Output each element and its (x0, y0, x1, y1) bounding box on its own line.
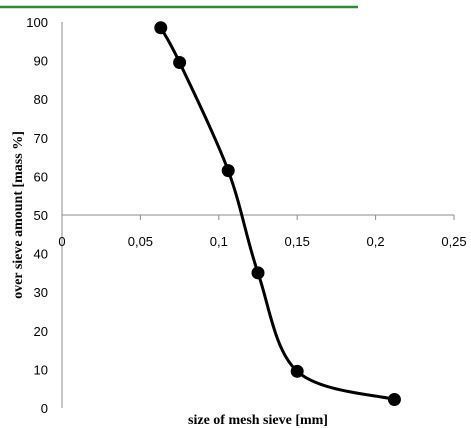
x-tick-label: 0,05 (128, 234, 153, 249)
y-tick-label: 20 (34, 324, 48, 339)
y-axis-ticks: 0 10 20 30 40 50 60 70 80 90 100 (26, 15, 48, 416)
y-tick-label: 30 (34, 285, 48, 300)
y-tick-label: 100 (26, 15, 48, 30)
y-tick-label: 70 (34, 131, 48, 146)
x-tick-label: 0,2 (367, 234, 385, 249)
x-tick-label: 0,15 (285, 234, 310, 249)
x-axis-ticks: 0 0,05 0,1 0,15 0,2 0,25 (58, 215, 467, 249)
data-point (290, 364, 304, 378)
data-point (154, 21, 168, 35)
data-point (387, 393, 401, 407)
y-tick-label: 10 (34, 362, 48, 377)
series-markers (154, 21, 401, 407)
y-tick-label: 0 (41, 401, 48, 416)
data-point (173, 56, 187, 70)
x-tick-label: 0 (58, 234, 65, 249)
x-tick-label: 0,1 (210, 234, 228, 249)
series-line (159, 27, 395, 401)
x-tick-label: 0,25 (441, 234, 466, 249)
y-axis-title: over sieve amount [mass %] (11, 131, 26, 299)
y-tick-label: 60 (34, 169, 48, 184)
data-point (251, 266, 265, 280)
y-tick-label: 50 (34, 208, 48, 223)
y-tick-label: 40 (34, 247, 48, 262)
y-tick-label: 90 (34, 54, 48, 69)
y-tick-label: 80 (34, 92, 48, 107)
data-point (221, 164, 235, 178)
x-axis-title: size of mesh sieve [mm] (188, 413, 328, 428)
